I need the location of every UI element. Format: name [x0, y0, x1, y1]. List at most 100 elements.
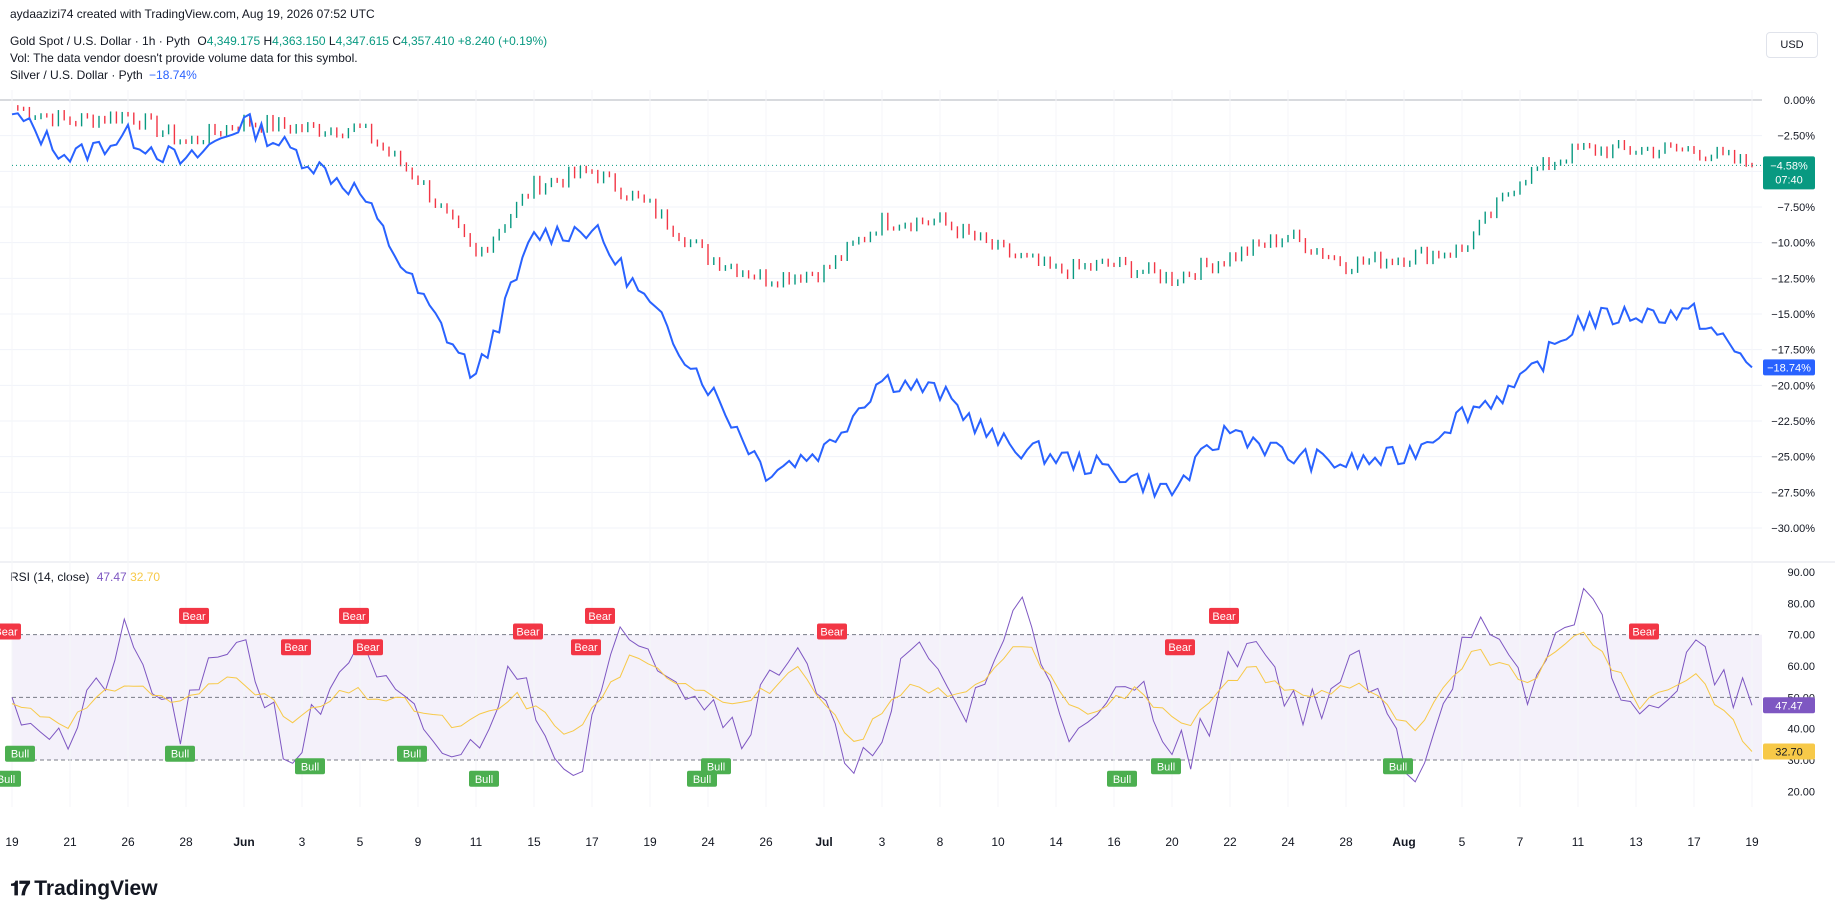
y-tick-label: −27.50%: [1771, 487, 1815, 499]
y-tick-label: −30.00%: [1771, 523, 1815, 535]
silver-change: −18.74%: [149, 68, 197, 82]
bull-label-bg: [1107, 770, 1137, 787]
gold-high-label: H: [263, 34, 273, 48]
bull-label: Bull: [1389, 761, 1407, 773]
bear-label: Bear: [1632, 627, 1656, 639]
bear-label-bg: [571, 639, 601, 656]
bull-label: Bull: [475, 774, 493, 786]
gold-countdown: 07:40: [1775, 174, 1803, 186]
y-tick-label: −10.00%: [1771, 238, 1815, 250]
x-tick-label: 22: [1223, 835, 1237, 849]
y-tick-label: −7.50%: [1777, 202, 1815, 214]
x-tick-label: 26: [759, 835, 773, 849]
gold-last-label: −4.58%: [1770, 160, 1808, 172]
gold-close-label: C: [392, 34, 401, 48]
bear-label: Bear: [574, 642, 598, 654]
y-tick-label: −12.50%: [1771, 273, 1815, 285]
bear-label-bg: [585, 607, 615, 624]
x-tick-label: 28: [1339, 835, 1353, 849]
bear-label-bg: [1629, 623, 1659, 640]
gold-legend[interactable]: Gold Spot / U.S. Dollar · 1h · Pyth O4,3…: [10, 34, 547, 48]
y-tick-label: −25.00%: [1771, 452, 1815, 464]
bear-label-bg: [281, 639, 311, 656]
rsi-last-label-bg: [1763, 697, 1815, 714]
tv-logo-icon: 𝟏𝟕: [10, 877, 30, 900]
x-tick-label: 28: [179, 835, 193, 849]
gold-last-label-bg: [1763, 156, 1815, 190]
bull-label-bg: [701, 758, 731, 775]
currency-button[interactable]: USD: [1766, 32, 1818, 58]
gold-high: 4,363.150: [272, 34, 326, 48]
x-tick-label: 11: [470, 835, 483, 849]
silver-title: Silver / U.S. Dollar · Pyth: [10, 68, 143, 82]
bull-label-bg: [0, 770, 21, 787]
x-tick-label: 8: [937, 835, 944, 849]
x-tick-label: 5: [357, 835, 364, 849]
rsi-ma-last-label-bg: [1763, 743, 1815, 760]
gold-open: 4,349.175: [206, 34, 261, 48]
silver-last-label-bg: [1763, 359, 1815, 376]
x-tick-label: 7: [1517, 835, 1524, 849]
tradingview-logo[interactable]: 𝟏𝟕 TradingView: [10, 877, 158, 901]
x-tick-label: 19: [1745, 835, 1759, 849]
y-tick-label: −17.50%: [1771, 345, 1815, 357]
bear-label: Bear: [1168, 642, 1192, 654]
silver-last-label: −18.74%: [1767, 362, 1811, 374]
bear-label-bg: [353, 639, 383, 656]
x-tick-label: Aug: [1392, 835, 1415, 849]
y-tick-label: −15.00%: [1771, 309, 1815, 321]
y-tick-label: −2.50%: [1777, 131, 1815, 143]
rsi-y-tick-label: 40.00: [1787, 724, 1815, 736]
x-tick-label: 17: [585, 835, 599, 849]
rsi-value: 47.47: [96, 570, 127, 584]
silver-line: [11, 112, 1753, 500]
x-tick-label: 5: [1459, 835, 1466, 849]
bear-label: Bear: [820, 627, 844, 639]
bull-label-bg: [469, 770, 499, 787]
bear-label: Bear: [342, 611, 366, 623]
bull-label: Bull: [11, 749, 29, 761]
x-tick-label: Jul: [815, 835, 832, 849]
y-tick-label: −20.00%: [1771, 380, 1815, 392]
x-tick-label: 11: [1572, 835, 1585, 849]
bear-label: Bear: [356, 642, 380, 654]
bear-label-bg: [179, 607, 209, 624]
x-tick-label: Jun: [233, 835, 254, 849]
bull-label: Bull: [171, 749, 189, 761]
rsi-y-tick-label: 70.00: [1787, 630, 1815, 642]
x-tick-label: 17: [1687, 835, 1701, 849]
gold-low: 4,347.615: [335, 34, 389, 48]
bear-label: Bear: [182, 611, 206, 623]
bear-label-bg: [1165, 639, 1195, 656]
y-tick-label: −22.50%: [1771, 416, 1815, 428]
x-tick-label: 24: [701, 835, 715, 849]
rsi-y-tick-label: 80.00: [1787, 598, 1815, 610]
gold-change: +8.240 (+0.19%): [457, 34, 548, 48]
silver-legend[interactable]: Silver / U.S. Dollar · Pyth −18.74%: [10, 68, 197, 82]
bear-label: Bear: [1212, 611, 1236, 623]
bull-label-bg: [397, 745, 427, 762]
created-by-text: aydaazizi74 created with TradingView.com…: [10, 7, 375, 21]
x-tick-label: 14: [1049, 835, 1063, 849]
x-tick-label: 20: [1165, 835, 1179, 849]
bull-label-bg: [1151, 758, 1181, 775]
rsi-ma-value: 32.70: [130, 570, 161, 584]
x-tick-label: 21: [63, 835, 77, 849]
chart-canvas[interactable]: 0.00%−2.50%−5.00%−7.50%−10.00%−12.50%−15…: [0, 0, 1835, 870]
bull-label: Bull: [0, 774, 15, 786]
rsi-ma-last-label: 32.70: [1775, 747, 1803, 759]
bull-label: Bull: [707, 761, 725, 773]
bull-label: Bull: [1157, 761, 1175, 773]
x-tick-label: 19: [643, 835, 657, 849]
bull-label-bg: [1383, 758, 1413, 775]
gold-low-label: L: [328, 34, 336, 48]
bull-label-bg: [5, 745, 35, 762]
x-tick-label: 3: [299, 835, 306, 849]
rsi-ma-line: [11, 631, 1753, 752]
x-tick-label: 19: [5, 835, 19, 849]
bull-label-bg: [687, 770, 717, 787]
bull-label: Bull: [301, 761, 319, 773]
brand-name: TradingView: [34, 877, 158, 900]
rsi-y-tick-label: 20.00: [1787, 786, 1815, 798]
bear-label-bg: [817, 623, 847, 640]
